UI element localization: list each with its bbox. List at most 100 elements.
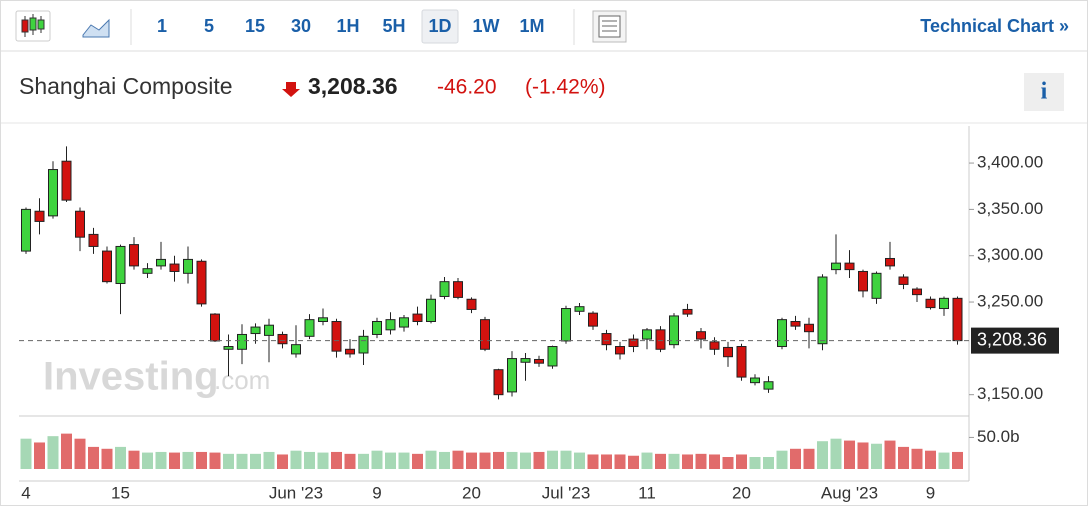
- table-icon[interactable]: [592, 10, 627, 43]
- volume-bar: [560, 450, 572, 469]
- x-tick-label: 20: [462, 483, 481, 502]
- volume-bar: [709, 454, 720, 469]
- volume-bar: [736, 454, 747, 469]
- candle-body: [210, 313, 220, 342]
- volume-bar: [290, 450, 302, 469]
- volume-bar: [182, 451, 194, 469]
- volume-bar: [844, 440, 855, 469]
- interval-button[interactable]: 5H: [382, 16, 405, 36]
- candle-body: [696, 331, 706, 340]
- candle-body: [264, 324, 274, 336]
- interval-button[interactable]: 1D: [428, 16, 451, 36]
- candle-body: [277, 333, 288, 345]
- interval-button[interactable]: 15: [245, 16, 265, 36]
- volume-bar: [223, 453, 234, 469]
- volume-bar: [952, 451, 963, 469]
- candle-body: [426, 298, 436, 322]
- candle-body: [628, 338, 639, 348]
- candle-body: [885, 257, 895, 267]
- volume-bar: [493, 451, 504, 469]
- line-icon[interactable]: [82, 18, 110, 38]
- volume-bar: [88, 446, 99, 469]
- instrument-name: Shanghai Composite: [19, 73, 233, 99]
- volume-bar: [452, 450, 464, 469]
- candle-body: [682, 308, 693, 315]
- volume-bar: [277, 454, 288, 469]
- interval-button[interactable]: 1: [157, 16, 167, 36]
- candle-body: [561, 308, 571, 342]
- volume-bar: [776, 450, 788, 469]
- candle-body: [912, 288, 922, 296]
- interval-button[interactable]: 30: [291, 16, 311, 36]
- volume-bar: [533, 451, 545, 469]
- x-tick-label: Jun '23: [269, 483, 323, 502]
- volume-bar: [425, 450, 437, 469]
- candle-body: [642, 329, 652, 340]
- candle-body: [223, 346, 234, 350]
- volume-bar: [169, 452, 180, 469]
- selected-interval: [421, 9, 459, 44]
- volume-bar: [371, 450, 383, 469]
- candle-body: [34, 210, 45, 222]
- candle-body: [399, 317, 409, 328]
- candle-body: [21, 208, 31, 252]
- price-change-pct: (-1.42%): [525, 76, 606, 99]
- candle-body: [520, 358, 531, 363]
- x-tick-label: 9: [926, 483, 935, 502]
- volume-bar: [682, 454, 693, 469]
- volume-bar: [331, 451, 342, 469]
- interval-button[interactable]: 5: [204, 16, 214, 36]
- volume-bar: [520, 452, 531, 469]
- candle-body: [588, 312, 598, 327]
- interval-button[interactable]: 1M: [519, 16, 544, 36]
- x-tick-label: 11: [638, 483, 656, 502]
- candle-body: [291, 344, 301, 355]
- interval-button[interactable]: 1H: [336, 16, 359, 36]
- volume-bar: [749, 457, 761, 469]
- last-price-box: [971, 327, 1059, 354]
- candle-body: [952, 297, 963, 342]
- y-tick-label: 3,400.00: [977, 153, 1043, 172]
- volume-bar: [128, 450, 140, 469]
- candle-body: [466, 298, 477, 310]
- y-tick-label: 3,350.00: [977, 199, 1043, 218]
- candle-body: [169, 263, 180, 272]
- volume-bar: [547, 450, 558, 469]
- volume-bar: [614, 454, 626, 469]
- candle-icon[interactable]: [15, 10, 51, 42]
- volume-bar: [250, 453, 261, 469]
- candle-body: [196, 260, 207, 305]
- volume-bar: [628, 455, 639, 469]
- watermark-suffix: .com: [214, 365, 270, 395]
- candle-body: [817, 276, 828, 345]
- volume-bar: [857, 442, 869, 469]
- interval-button[interactable]: 1W: [473, 16, 500, 36]
- x-tick-label: Jul '23: [542, 483, 591, 502]
- down-arrow: [282, 82, 300, 97]
- volume-bar: [601, 454, 612, 469]
- candle-body: [844, 262, 855, 271]
- volume-bar: [938, 452, 950, 469]
- volume-bar: [209, 452, 221, 469]
- volume-bar: [668, 453, 680, 469]
- last-price: 3,208.36: [308, 73, 398, 99]
- candle-body: [358, 335, 369, 354]
- price-change: -46.20: [437, 76, 497, 99]
- candle-body: [156, 258, 166, 267]
- technical-chart-link[interactable]: Technical Chart »: [920, 16, 1069, 36]
- volume-bar: [34, 442, 45, 469]
- candle-body: [709, 341, 720, 350]
- info-button[interactable]: [1024, 73, 1064, 111]
- candle-body: [372, 320, 382, 335]
- x-tick-label: 9: [372, 483, 381, 502]
- volume-bar: [790, 448, 801, 469]
- candle-body: [480, 319, 490, 350]
- candle-body: [925, 298, 936, 309]
- x-tick-label: 4: [21, 483, 30, 502]
- volume-bar: [412, 453, 423, 469]
- volume-bar: [506, 451, 518, 469]
- volume-bar: [196, 451, 207, 469]
- volume-bar: [61, 433, 72, 469]
